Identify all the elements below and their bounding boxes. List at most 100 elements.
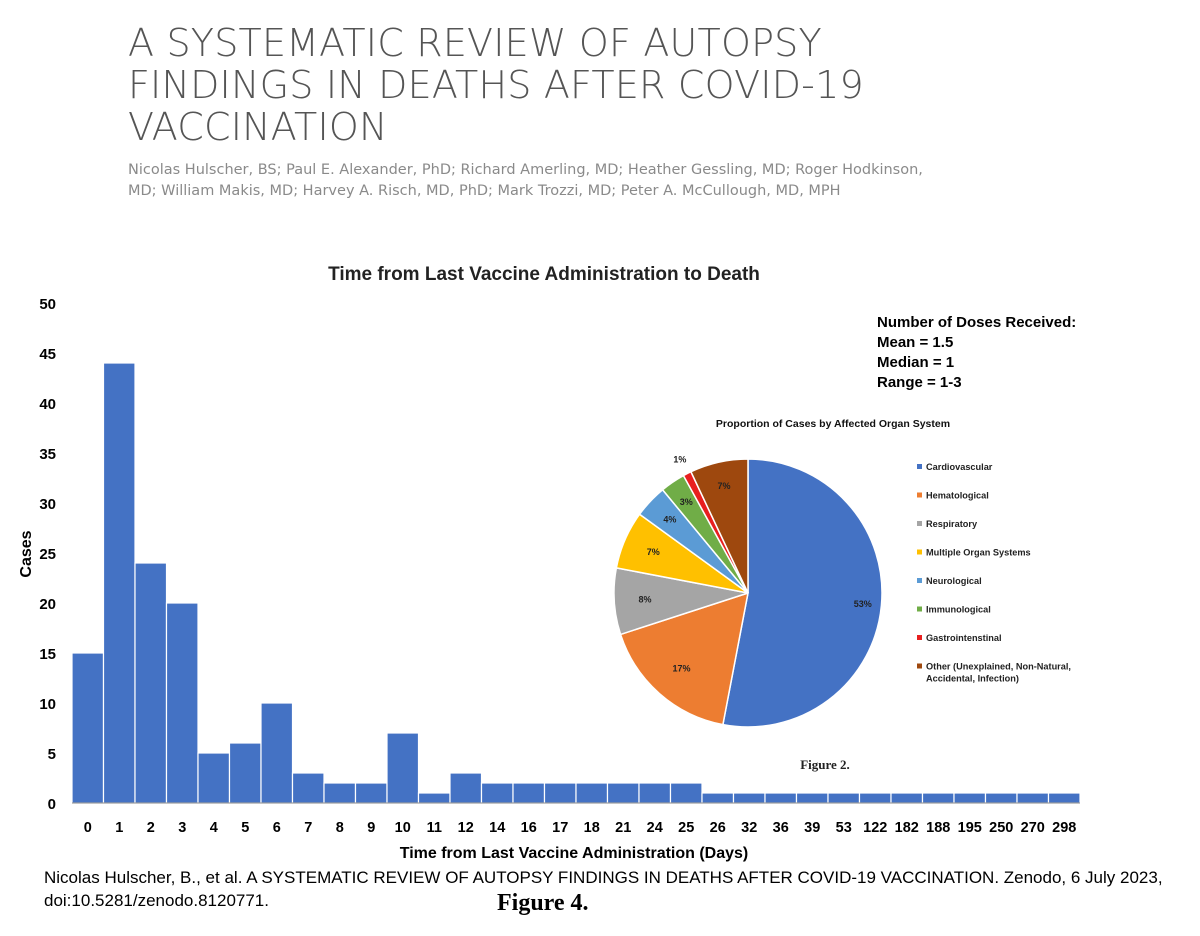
- pie-slice: [689, 458, 749, 594]
- pie-chart: Proportion of Cases by Affected Organ Sy…: [613, 418, 1071, 772]
- doses-range: Range = 1-3: [877, 374, 962, 391]
- citation-text: Nicolas Hulscher, B., et al. A SYSTEMATI…: [44, 868, 1163, 910]
- bar-chart: Time from Last Vaccine Administration to…: [18, 264, 1081, 862]
- x-tick-label: 9: [367, 820, 375, 836]
- bar: [71, 652, 105, 804]
- y-tick-label: 35: [39, 446, 56, 463]
- x-tick-label: 36: [773, 820, 789, 836]
- bar: [921, 792, 955, 804]
- legend-label: Other (Unexplained, Non-Natural, Accident…: [926, 662, 1071, 684]
- y-tick-label: 10: [39, 696, 56, 713]
- doses-annotation: Number of Doses Received: Mean = 1.5 Med…: [877, 314, 1076, 391]
- legend-swatch: [917, 464, 922, 469]
- legend-label: Immunological: [926, 605, 991, 615]
- pie-slice-label: 7%: [647, 547, 660, 557]
- legend-swatch: [917, 521, 922, 526]
- legend-label: Multiple Organ Systems: [926, 548, 1031, 558]
- y-tick-label: 20: [39, 596, 56, 613]
- y-tick-label: 45: [39, 346, 56, 363]
- x-tick-label: 2: [147, 820, 155, 836]
- x-tick-label: 3: [178, 820, 186, 836]
- pie-slice-group: [613, 458, 883, 728]
- bar: [197, 752, 231, 804]
- legend-swatch: [917, 635, 922, 640]
- x-tick-label: 24: [647, 820, 663, 836]
- x-tick-label: 53: [836, 820, 852, 836]
- doses-median: Median = 1: [877, 354, 954, 371]
- x-tick-label: 32: [741, 820, 757, 836]
- y-tick-label: 25: [39, 546, 56, 563]
- x-tick-label: 16: [521, 820, 537, 836]
- bar: [984, 792, 1018, 804]
- bar: [669, 782, 703, 804]
- doses-mean: Mean = 1.5: [877, 334, 953, 351]
- pie-slice-label: 17%: [673, 663, 691, 673]
- bar: [228, 742, 262, 804]
- bar: [858, 792, 892, 804]
- doses-heading: Number of Doses Received:: [877, 314, 1076, 331]
- bar: [291, 772, 325, 804]
- x-tick-label: 21: [615, 820, 631, 836]
- x-tick-label: 5: [241, 820, 249, 836]
- x-tick-label: 14: [489, 820, 505, 836]
- legend-swatch: [917, 492, 922, 498]
- legend-swatch: [917, 663, 922, 669]
- x-tick-group: 0 1 2 3 4 5 6 7 8 9 10 11 12 14 16 17 18 21 24 25 26 32 36 39 53…: [84, 820, 1077, 836]
- bar: [165, 602, 199, 804]
- figure-caption: Figure 4.: [497, 890, 589, 916]
- bar: [606, 782, 640, 804]
- pie-slice: [619, 591, 749, 726]
- pie-figure-caption: Figure 2.: [800, 757, 850, 772]
- pie-label-group: 53% 17% 8% 7% 4% 3% 1% 7%: [639, 454, 872, 673]
- bar: [386, 732, 420, 804]
- pie-slice: [722, 458, 883, 728]
- bar: [102, 362, 136, 804]
- x-tick-label: 195: [958, 820, 982, 836]
- bar: [953, 792, 987, 804]
- x-tick-label: 182: [895, 820, 919, 836]
- y-tick-label: 5: [48, 746, 56, 763]
- x-tick-label: 10: [395, 820, 411, 836]
- bar: [480, 782, 514, 804]
- bar: [512, 782, 546, 804]
- bar: [354, 782, 388, 804]
- bar: [1047, 792, 1081, 804]
- bar-chart-title: Time from Last Vaccine Administration to…: [328, 264, 760, 285]
- bar: [260, 702, 294, 804]
- bar: [827, 792, 861, 804]
- bar: [795, 792, 829, 804]
- y-tick-label: 50: [39, 296, 56, 313]
- bar-group: [71, 362, 1081, 804]
- pie-slice-label: 1%: [673, 454, 686, 464]
- y-axis-label: Cases: [18, 530, 35, 577]
- legend-swatch: [917, 549, 922, 555]
- bar: [449, 772, 483, 804]
- x-axis-label: Time from Last Vaccine Administration (D…: [400, 845, 749, 862]
- bar: [890, 792, 924, 804]
- bar: [764, 792, 798, 804]
- x-tick-label: 8: [336, 820, 344, 836]
- pie-slice-label: 53%: [854, 599, 872, 609]
- y-tick-label: 15: [39, 646, 56, 663]
- x-tick-label: 188: [926, 820, 950, 836]
- bar: [701, 792, 735, 804]
- x-tick-label: 298: [1052, 820, 1076, 836]
- pie-legend: Cardiovascular Hematological Respiratory Mu…: [917, 462, 1071, 684]
- x-tick-label: 122: [863, 820, 887, 836]
- legend-label: Respiratory: [926, 519, 978, 529]
- bar: [1016, 792, 1050, 804]
- x-tick-label: 39: [804, 820, 820, 836]
- legend-swatch: [917, 578, 922, 583]
- legend-label: Neurological: [926, 576, 982, 586]
- x-tick-label: 1: [115, 820, 123, 836]
- x-tick-label: 12: [458, 820, 474, 836]
- x-tick-label: 4: [210, 820, 218, 836]
- y-tick-label: 30: [39, 496, 56, 513]
- bar: [134, 562, 168, 804]
- x-tick-label: 7: [304, 820, 312, 836]
- x-tick-label: 25: [678, 820, 694, 836]
- y-tick-label: 0: [48, 796, 56, 813]
- pie-slice-label: 4%: [663, 515, 676, 525]
- legend-label: Hematological: [926, 491, 989, 501]
